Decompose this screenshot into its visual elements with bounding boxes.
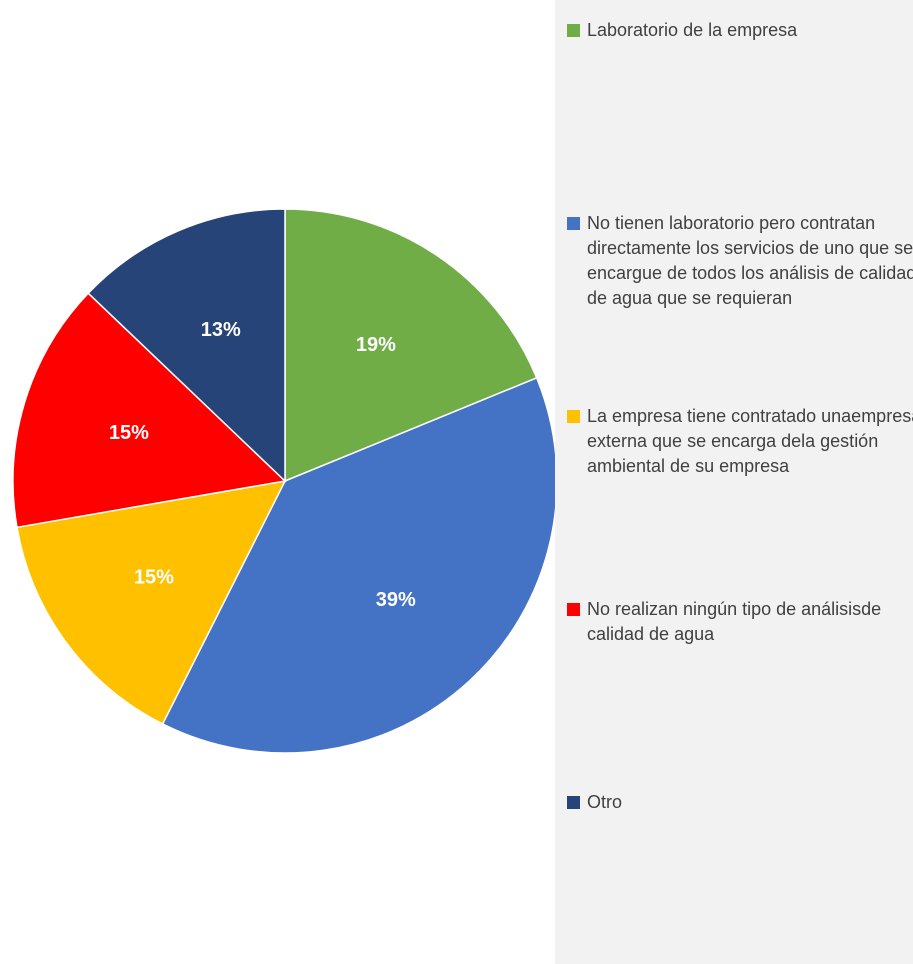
legend-item: No realizan ningún tipo de análisisde ca… — [567, 597, 913, 647]
pie-slice — [12, 292, 287, 529]
data-label: 13% — [201, 319, 241, 341]
legend-swatch — [567, 217, 580, 230]
legend-swatch — [567, 410, 580, 423]
legend-swatch — [567, 603, 580, 616]
legend-label: Otro — [587, 792, 623, 812]
data-label: 15% — [109, 422, 149, 444]
legend: Laboratorio de la empresa No tienen labor… — [555, 0, 913, 964]
legend-swatch — [567, 796, 580, 809]
pie-slice — [284, 208, 538, 483]
pie-slice — [16, 480, 287, 725]
legend-label: Laboratorio de la empresa — [587, 20, 798, 40]
data-label: 15% — [134, 566, 174, 588]
pie-slice — [161, 376, 555, 754]
legend-item: Otro — [567, 790, 913, 815]
legend-item: La empresa tiene contratado unaempresa e… — [567, 404, 913, 479]
legend-label: No realizan ningún tipo de análisisde ca… — [587, 599, 882, 644]
legend-label: No tienen laboratorio pero contratan dir… — [587, 213, 913, 308]
legend-swatch — [567, 24, 580, 37]
data-label: 39% — [376, 589, 416, 611]
data-label: 19% — [356, 334, 396, 356]
pie-slice — [87, 208, 286, 483]
pie: 19% 39% 15% 15% 13% — [12, 208, 555, 754]
legend-label: La empresa tiene contratado unaempresa e… — [587, 406, 913, 476]
legend-item: No tienen laboratorio pero contratan dir… — [567, 211, 913, 311]
legend-item: Laboratorio de la empresa — [567, 18, 913, 43]
